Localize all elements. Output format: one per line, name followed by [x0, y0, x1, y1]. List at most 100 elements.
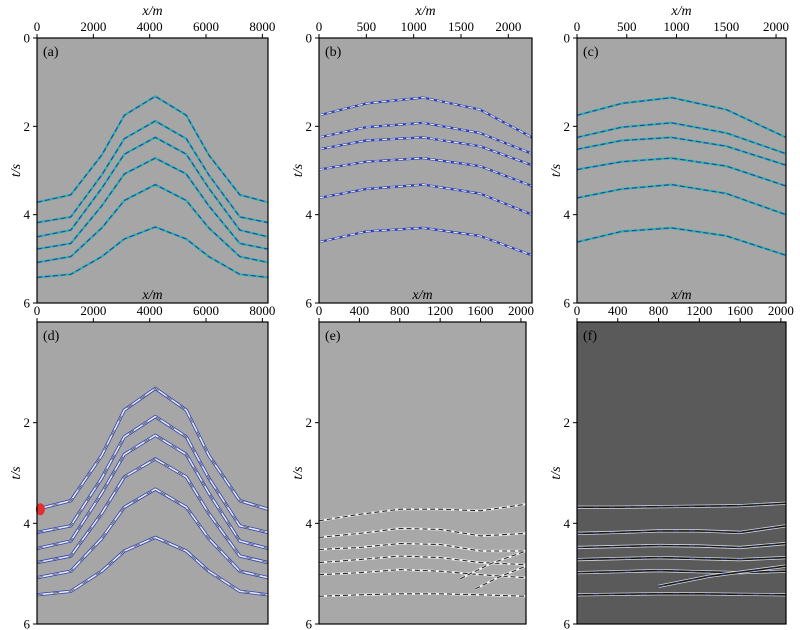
series-line [36, 136, 269, 238]
series-line [36, 386, 269, 511]
y-tick-label: 6 [24, 296, 31, 311]
plot-background [37, 38, 268, 303]
series-line [318, 183, 533, 216]
x-tick-label: 6000 [193, 19, 219, 34]
plot-frame [36, 37, 269, 304]
x-tick-label: 0 [34, 303, 41, 318]
x-tick-label: 0 [316, 303, 323, 318]
x-tick-label: 1500 [448, 19, 474, 34]
y-axis-label: t/s [291, 163, 306, 177]
y-tick-label: 2 [564, 119, 571, 134]
y-tick-label: 6 [306, 296, 313, 311]
x-tick-label: 1500 [713, 19, 739, 34]
y-tick-label: 4 [306, 207, 313, 222]
series-line [576, 183, 787, 216]
series-line [576, 96, 787, 139]
panel-label: (b) [325, 45, 342, 60]
plot-frame [576, 37, 787, 304]
y-tick-label: 6 [564, 617, 571, 630]
series-line [36, 183, 269, 264]
panel-label: (e) [325, 329, 341, 344]
series-line [318, 568, 527, 579]
x-tick-label: 2000 [763, 19, 789, 34]
x-tick-label: 0 [574, 19, 581, 34]
x-tick-label: 2000 [508, 303, 534, 318]
x-tick-label: 0 [34, 19, 41, 34]
y-tick-label: 2 [306, 415, 313, 430]
x-axis-label: x/m [411, 288, 432, 303]
series-line [318, 527, 527, 539]
x-tick-label: 1600 [468, 303, 494, 318]
panel-label: (a) [43, 45, 59, 60]
x-tick-label: 6000 [193, 303, 219, 318]
series-line [36, 415, 269, 534]
panel-f: 0 400 800 1200 1600 2000 2 4 6 x/m t/s (f) [549, 288, 794, 630]
x-tick-label: 2000 [495, 19, 521, 34]
series-line [36, 433, 269, 551]
series-line [36, 119, 269, 224]
y-tick-label: 2 [24, 415, 31, 430]
x-tick-label: 2000 [768, 303, 794, 318]
series-line [576, 136, 787, 167]
y-axis-label: t/s [9, 466, 24, 480]
panel-label: (d) [43, 329, 60, 344]
series-line [36, 95, 269, 204]
x-tick-label: 400 [350, 303, 370, 318]
x-tick-label: 4000 [137, 19, 163, 34]
x-tick-label: 500 [357, 19, 377, 34]
series-line [576, 524, 787, 535]
x-tick-label: 4000 [137, 303, 163, 318]
plot-background [577, 322, 786, 624]
y-axis-label: t/s [291, 466, 306, 480]
y-tick-label: 4 [306, 516, 313, 531]
series-line [318, 592, 527, 598]
x-axis-label: x/m [141, 288, 162, 303]
x-tick-label: 1000 [401, 19, 427, 34]
x-axis-label: x/m [141, 4, 162, 19]
x-tick-label: 1200 [427, 303, 453, 318]
series-line [318, 96, 533, 139]
series-line [459, 549, 527, 580]
plot-frame [36, 321, 269, 625]
x-tick-label: 400 [608, 303, 628, 318]
y-tick-label: 0 [564, 31, 571, 46]
series-line [318, 121, 533, 155]
series-line [576, 556, 787, 562]
series-line [318, 226, 533, 257]
series-line [36, 457, 269, 565]
series-line [475, 565, 527, 590]
x-axis-label: x/m [670, 288, 691, 303]
y-tick-label: 6 [306, 617, 313, 630]
panel-c: 0 500 1000 1500 2000 0 2 4 6 x/m t/s (c) [549, 4, 789, 311]
plot-frame [318, 321, 527, 625]
y-tick-label: 6 [564, 296, 571, 311]
y-axis-label: t/s [549, 163, 564, 177]
x-axis-label: x/m [670, 4, 691, 19]
series-line [36, 157, 269, 251]
series-line [36, 487, 269, 580]
plot-frame [576, 321, 787, 625]
x-axis-label: x/m [414, 4, 435, 19]
panel-label: (c) [583, 45, 599, 60]
x-tick-label: 1600 [727, 303, 753, 318]
y-tick-label: 4 [564, 516, 571, 531]
y-tick-label: 2 [564, 415, 571, 430]
y-tick-label: 2 [306, 119, 313, 134]
y-tick-label: 6 [24, 617, 31, 630]
series-line [576, 592, 787, 597]
series-line [318, 136, 533, 167]
x-tick-label: 800 [649, 303, 669, 318]
source-marker [35, 503, 45, 516]
x-tick-label: 500 [617, 19, 637, 34]
x-tick-label: 8000 [249, 19, 275, 34]
y-tick-label: 0 [24, 31, 31, 46]
series-line [36, 225, 269, 279]
x-tick-label: 8000 [249, 303, 275, 318]
series-line [576, 121, 787, 155]
x-tick-label: 0 [316, 19, 323, 34]
plot-background [37, 322, 268, 624]
x-tick-label: 800 [390, 303, 410, 318]
panel-b: 0 500 1000 1500 2000 0 2 4 6 x/m t/s (b) [291, 4, 533, 311]
y-axis-label: t/s [549, 466, 564, 480]
